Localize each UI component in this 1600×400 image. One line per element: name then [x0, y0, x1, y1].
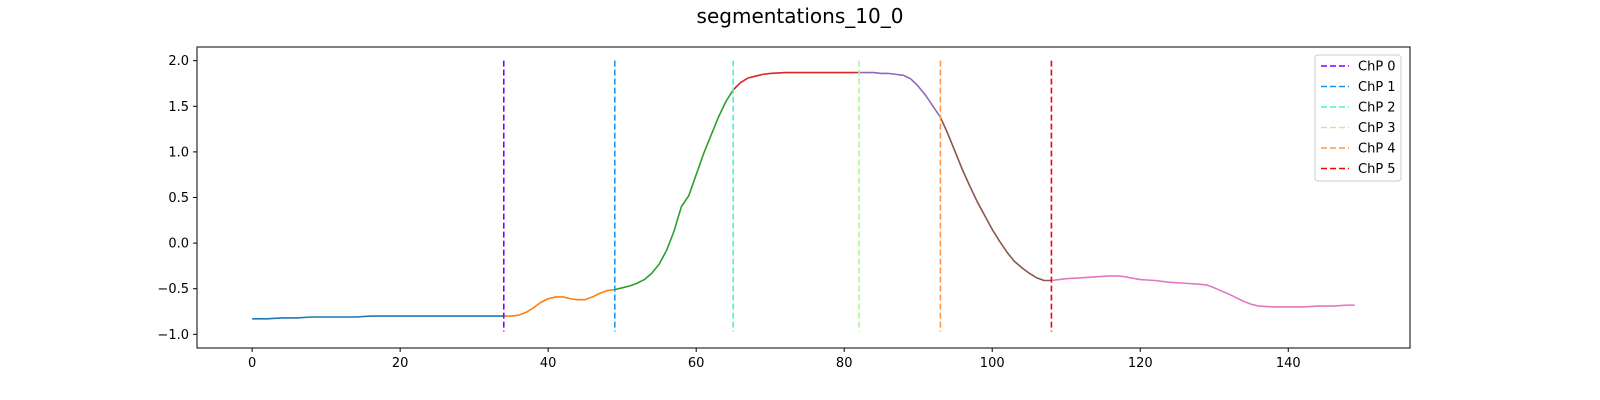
- series-line-0: [252, 315, 504, 320]
- x-tick-label-6: 120: [1128, 356, 1153, 371]
- legend-label-4: ChP 4: [1358, 142, 1396, 157]
- legend-label-0: ChP 0: [1358, 60, 1396, 75]
- x-tick-label-3: 60: [688, 356, 705, 371]
- series-line-1: [503, 288, 615, 317]
- series-line-6: [1051, 275, 1355, 308]
- x-tick-label-4: 80: [836, 356, 853, 371]
- series-line-5: [939, 116, 1052, 282]
- series-line-3: [732, 71, 860, 91]
- y-tick-label-2: 0.0: [168, 237, 189, 252]
- x-tick-label-7: 140: [1276, 356, 1301, 371]
- x-tick-label-2: 40: [540, 356, 557, 371]
- legend-label-2: ChP 2: [1358, 101, 1396, 116]
- y-tick-label-3: 0.5: [168, 191, 189, 206]
- x-tick-label-1: 20: [392, 356, 409, 371]
- y-tick-label-4: 1.0: [168, 145, 189, 160]
- y-tick-label-5: 1.5: [168, 100, 189, 115]
- x-tick-label-5: 100: [980, 356, 1005, 371]
- legend-label-3: ChP 3: [1358, 121, 1396, 136]
- legend-box: [1314, 54, 1402, 182]
- chart-title: segmentations_10_0: [696, 4, 904, 28]
- y-tick-label-0: −1.0: [157, 328, 189, 343]
- series-line-4: [859, 71, 942, 118]
- y-tick-label-6: 2.0: [168, 54, 189, 69]
- plot-frame: [196, 46, 1411, 349]
- y-tick-label-1: −0.5: [157, 282, 189, 297]
- legend-label-5: ChP 5: [1358, 162, 1396, 177]
- series-line-2: [614, 89, 734, 291]
- x-tick-label-0: 0: [248, 356, 256, 371]
- legend-label-1: ChP 1: [1358, 80, 1396, 95]
